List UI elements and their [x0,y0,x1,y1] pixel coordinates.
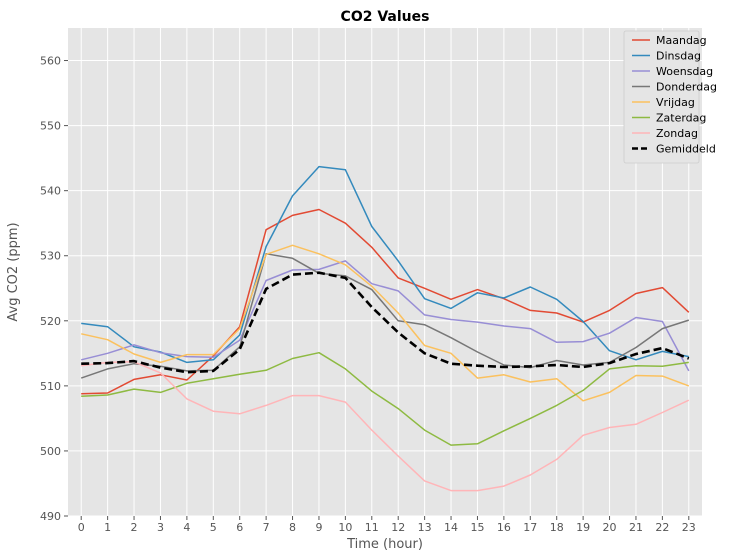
plot-background [68,28,702,516]
series-line-gemiddeld [81,271,690,374]
y-axis-ticks: 490 500 510 520 530 540 550 560 [40,55,68,523]
series-line-vrijdag [81,244,690,402]
y-tick-label: 540 [40,185,61,198]
x-tick-label: 1 [104,521,111,534]
x-tick-label: 7 [263,521,270,534]
x-axis-label: Time (hour) [346,537,423,552]
legend-label: Woensdag [656,65,713,78]
x-tick-label: 15 [470,521,484,534]
x-tick-label: 12 [391,521,405,534]
legend-label: Dinsdag [656,50,701,63]
x-tick-label: 14 [444,521,458,534]
x-tick-label: 17 [523,521,537,534]
x-tick-label: 5 [210,521,217,534]
x-tick-label: 0 [78,521,85,534]
y-axis-label: Avg CO2 (ppm) [6,222,21,321]
legend-label: Donderdag [656,81,717,94]
x-tick-label: 23 [682,521,696,534]
legend-label: Zondag [656,127,698,140]
x-tick-label: 2 [131,521,138,534]
legend-label: Gemiddeld [656,143,716,156]
y-tick-label: 550 [40,120,61,133]
x-tick-label: 18 [550,521,564,534]
x-tick-label: 22 [655,521,669,534]
legend-label: Vrijdag [656,96,695,109]
x-tick-label: 11 [365,521,379,534]
x-tick-label: 9 [315,521,322,534]
y-tick-label: 560 [40,55,61,68]
y-tick-label: 520 [40,315,61,328]
x-tick-label: 20 [603,521,617,534]
y-tick-label: 510 [40,380,61,393]
y-tick-label: 500 [40,445,61,458]
x-tick-label: 6 [236,521,243,534]
series-line-maandag [81,208,690,395]
y-tick-label: 490 [40,510,61,523]
series-line-zondag [81,361,690,492]
x-tick-label: 3 [157,521,164,534]
y-tick-label: 530 [40,250,61,263]
series-line-zaterdag [81,351,689,446]
x-tick-label: 21 [629,521,643,534]
series-lines [80,165,690,492]
x-tick-label: 4 [183,521,190,534]
x-tick-label: 13 [418,521,432,534]
legend-box [623,30,700,164]
x-axis-ticks: 0 1 2 3 4 5 6 7 8 9 10 11 12 13 14 15 16 17 18 19 20 21 22 23 [78,516,696,534]
legend-label: Zaterdag [656,112,706,125]
x-tick-label: 19 [576,521,590,534]
x-tick-label: 8 [289,521,296,534]
chart-title: CO2 Values [341,9,430,25]
x-tick-label: 16 [497,521,511,534]
legend-label: Maandag [656,34,707,47]
series-line-dinsdag [81,165,689,364]
legend: Maandag Dinsdag Woensdag Donderdag Vrijdag Za… [623,30,717,164]
x-tick-label: 10 [338,521,352,534]
